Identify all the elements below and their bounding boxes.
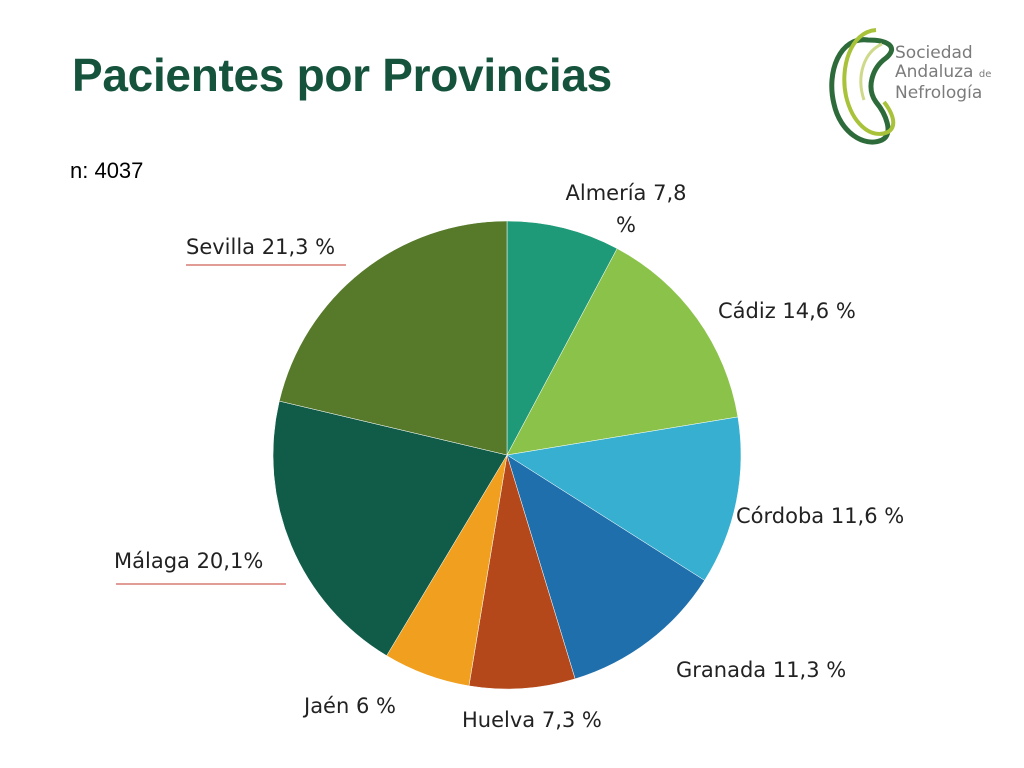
pie-label-cadiz: Cádiz 14,6 %	[718, 299, 856, 323]
logo-line-1: Sociedad	[895, 43, 973, 63]
pie-label-line: Granada 11,3 %	[676, 658, 846, 682]
pie-label-line: Málaga 20,1%	[114, 549, 263, 573]
logo-line-2-main: Andaluza	[895, 62, 974, 82]
pie-label-line: Sevilla 21,3 %	[186, 235, 335, 259]
pie-label-line: Jaén 6 %	[302, 694, 396, 718]
logo-line-2-small: de	[978, 69, 992, 80]
pie-slices	[272, 220, 742, 690]
pie-label-almeria: Almería 7,8%	[566, 181, 687, 237]
pie-slice-granada	[506, 454, 705, 680]
pie-label-line: %	[616, 213, 636, 237]
slide-title: Pacientes por Provincias	[72, 49, 612, 101]
pie-labels: Almería 7,8 % Cádiz 14,6 % Córdoba 11,6 % Gr…	[114, 181, 904, 732]
pie-label-line: Córdoba 11,6 %	[736, 504, 904, 528]
pie-label-huelva: Huelva 7,3 %	[462, 708, 602, 732]
pie-label-jaen: Jaén 6 %	[302, 694, 396, 718]
pie-label-line: Cádiz 14,6 %	[718, 299, 856, 323]
pie-slice-almeria	[506, 220, 618, 456]
pie-label-line: Huelva 7,3 %	[462, 708, 602, 732]
pie-label-malaga: Málaga 20,1%	[114, 549, 263, 573]
logo-line-3: Nefrología	[895, 83, 983, 103]
pie-slice-sevilla	[278, 220, 508, 456]
sample-size-label: n: 4037	[70, 158, 144, 183]
pie-label-granada: Granada 11,3 %	[676, 658, 846, 682]
kidney-logo-icon	[829, 28, 896, 145]
pie-slice-cadiz	[506, 248, 739, 456]
logo-wordmark: Sociedad Andaluza de Nefrología	[895, 44, 991, 103]
pie-label-sevilla: Sevilla 21,3 %	[186, 235, 335, 259]
pie-slice-malaga	[272, 400, 508, 657]
pie-label-cordoba: Córdoba 11,6 %	[736, 504, 904, 528]
logo-line-2: Andaluza de	[895, 63, 991, 84]
pie-label-line: Almería 7,8	[566, 181, 687, 205]
pie-slice-huelva	[468, 454, 576, 690]
pie-slice-cordoba	[506, 416, 742, 581]
